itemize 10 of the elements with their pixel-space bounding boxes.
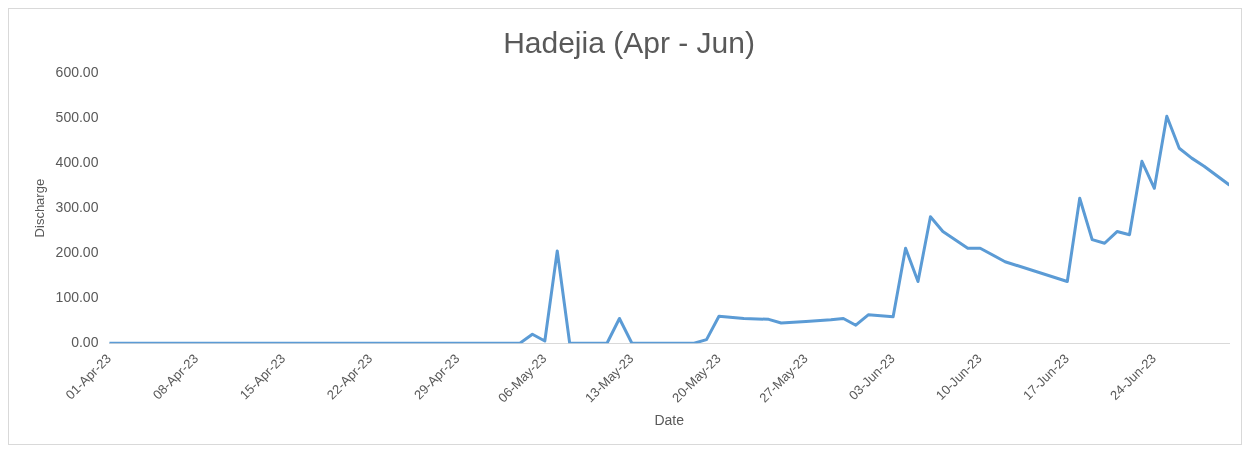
y-tick-label: 400.00 [55,153,99,170]
y-tick-label: 300.00 [55,198,99,215]
y-tick-label: 100.00 [55,289,99,306]
y-tick-label: 200.00 [55,244,99,261]
x-axis-title: Date [654,412,685,429]
chart-title: Hadejia (Apr - Jun) [503,26,755,60]
y-tick-label: 0.00 [71,334,99,351]
y-tick-label: 600.00 [55,63,99,80]
y-axis-title: Discharge [32,178,48,238]
y-tick-label: 500.00 [55,108,99,125]
